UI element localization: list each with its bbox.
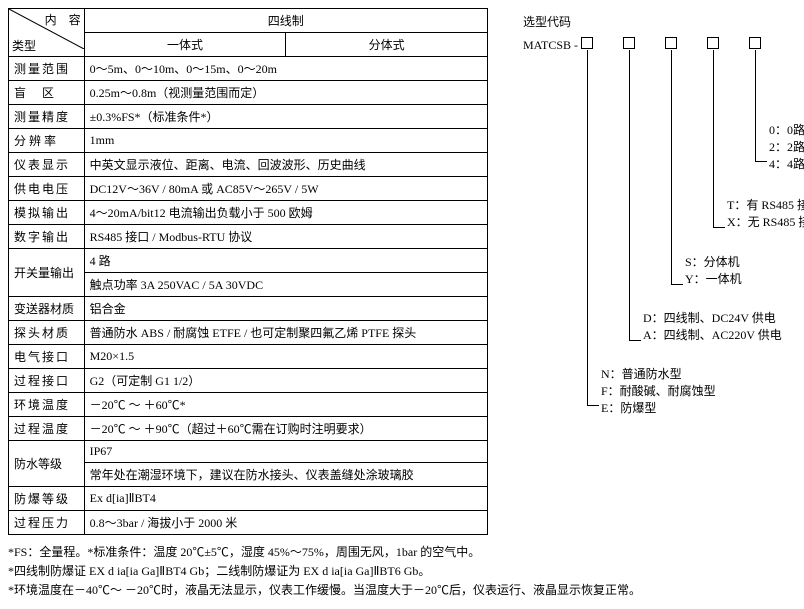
row-label: 探头材质 bbox=[9, 321, 85, 345]
selection-vline bbox=[629, 50, 630, 340]
row-label: 变送器材质 bbox=[9, 297, 85, 321]
selection-hline bbox=[629, 340, 641, 341]
row-label: 数字输出 bbox=[9, 225, 85, 249]
row-value: DC12V～36V / 80mA 或 AC85V～265V / 5W bbox=[84, 177, 487, 201]
selection-vline bbox=[587, 50, 588, 405]
row-value: 4 路 bbox=[84, 249, 487, 273]
row-label: 过程压力 bbox=[9, 511, 85, 535]
row-value: ±0.3%FS*（标准条件*） bbox=[84, 105, 487, 129]
selection-hline bbox=[587, 405, 599, 406]
selection-option: E：防爆型 bbox=[601, 400, 656, 417]
row-label: 电气接口 bbox=[9, 345, 85, 369]
row-value: 0.8～3bar / 海拔小于 2000 米 bbox=[84, 511, 487, 535]
diag-top: 内 容 bbox=[45, 11, 81, 28]
spec-table: 内 容 类型 四线制 一体式 分体式 测量范围0～5m、0～10m、0～15m、… bbox=[8, 8, 488, 535]
row-value: 触点功率 3A 250VAC / 5A 30VDC bbox=[84, 273, 487, 297]
row-value: 中英文显示液位、距离、电流、回波波形、历史曲线 bbox=[84, 153, 487, 177]
row-value: 常年处在潮湿环境下，建议在防水接头、仪表盖缝处涂玻璃胶 bbox=[84, 463, 487, 487]
selection-box bbox=[581, 37, 593, 49]
row-value: 普通防水 ABS / 耐腐蚀 ETFE / 也可定制聚四氟乙烯 PTFE 探头 bbox=[84, 321, 487, 345]
selection-vline bbox=[713, 50, 714, 227]
selection-option: A：四线制、AC220V 供电 bbox=[643, 327, 782, 344]
row-value: Ex d[ia]ⅡBT4 bbox=[84, 487, 487, 511]
selection-vline bbox=[755, 50, 756, 161]
selection-option: D：四线制、DC24V 供电 bbox=[643, 310, 776, 327]
selection-hline bbox=[755, 161, 767, 162]
row-value: 铝合金 bbox=[84, 297, 487, 321]
selection-hline bbox=[671, 284, 683, 285]
row-label: 测量精度 bbox=[9, 105, 85, 129]
selection-title: 选型代码 bbox=[523, 13, 788, 30]
selection-option: 0：0路开关量输出 bbox=[769, 122, 804, 139]
diag-header: 内 容 类型 bbox=[9, 9, 85, 57]
header-col2: 分体式 bbox=[286, 33, 488, 57]
row-label: 防爆等级 bbox=[9, 487, 85, 511]
footnote: *四线制防爆证 EX d ia[ia Ga]ⅡBT4 Gb；二线制防爆证为 EX… bbox=[8, 562, 796, 581]
footnotes: *FS：全量程。*标准条件：温度 20℃±5℃，湿度 45%～75%，周围无风，… bbox=[8, 543, 796, 601]
header-col1: 一体式 bbox=[84, 33, 286, 57]
row-value: 0.25m～0.8m（视测量范围而定） bbox=[84, 81, 487, 105]
row-label: 供电电压 bbox=[9, 177, 85, 201]
row-value: 0～5m、0～10m、0～15m、0～20m bbox=[84, 57, 487, 81]
selection-option: 4：4路开关量输出 bbox=[769, 156, 804, 173]
selection-option: N：普通防水型 bbox=[601, 366, 682, 383]
row-label: 过程接口 bbox=[9, 369, 85, 393]
selection-option: X：无 RS485 接口 bbox=[727, 214, 804, 231]
selection-option: F：耐酸碱、耐腐蚀型 bbox=[601, 383, 716, 400]
row-label: 防水等级 bbox=[9, 441, 85, 487]
selection-option: T：有 RS485 接口 bbox=[727, 197, 804, 214]
selection-box bbox=[707, 37, 719, 49]
row-value: －20℃ ～ ＋60℃* bbox=[84, 393, 487, 417]
row-value: IP67 bbox=[84, 441, 487, 463]
row-value: 1mm bbox=[84, 129, 487, 153]
row-label: 模拟输出 bbox=[9, 201, 85, 225]
selection-diagram: MATCSB - 0：0路开关量输出2：2路开关量输出4：4路开关量输出T：有 … bbox=[523, 32, 788, 422]
selection-option: S：分体机 bbox=[685, 254, 740, 271]
row-value: RS485 接口 / Modbus-RTU 协议 bbox=[84, 225, 487, 249]
selection-box bbox=[749, 37, 761, 49]
row-value: G2（可定制 G1 1/2） bbox=[84, 369, 487, 393]
row-value: 4～20mA/bit12 电流输出负载小于 500 欧姆 bbox=[84, 201, 487, 225]
footnote: *FS：全量程。*标准条件：温度 20℃±5℃，湿度 45%～75%，周围无风，… bbox=[8, 543, 796, 562]
row-value: －20℃ ～ ＋90℃（超过＋60℃需在订购时注明要求） bbox=[84, 417, 487, 441]
selection-option: 2：2路开关量输出 bbox=[769, 139, 804, 156]
row-label: 测量范围 bbox=[9, 57, 85, 81]
selection-prefix: MATCSB - bbox=[523, 38, 578, 53]
selection-box bbox=[665, 37, 677, 49]
row-value: M20×1.5 bbox=[84, 345, 487, 369]
row-label: 环境温度 bbox=[9, 393, 85, 417]
selection-hline bbox=[713, 227, 725, 228]
selection-option: Y：一体机 bbox=[685, 271, 742, 288]
row-label: 盲 区 bbox=[9, 81, 85, 105]
row-label: 过程温度 bbox=[9, 417, 85, 441]
footnote: *环境温度在－40℃～ －20℃时，液晶无法显示，仪表工作缓慢。当温度大于－20… bbox=[8, 581, 796, 600]
selection-vline bbox=[671, 50, 672, 284]
row-label: 分 辨 率 bbox=[9, 129, 85, 153]
row-label: 仪表显示 bbox=[9, 153, 85, 177]
selection-box bbox=[623, 37, 635, 49]
header-system: 四线制 bbox=[84, 9, 487, 33]
row-label: 开关量输出 bbox=[9, 249, 85, 297]
diag-bot: 类型 bbox=[12, 37, 36, 54]
